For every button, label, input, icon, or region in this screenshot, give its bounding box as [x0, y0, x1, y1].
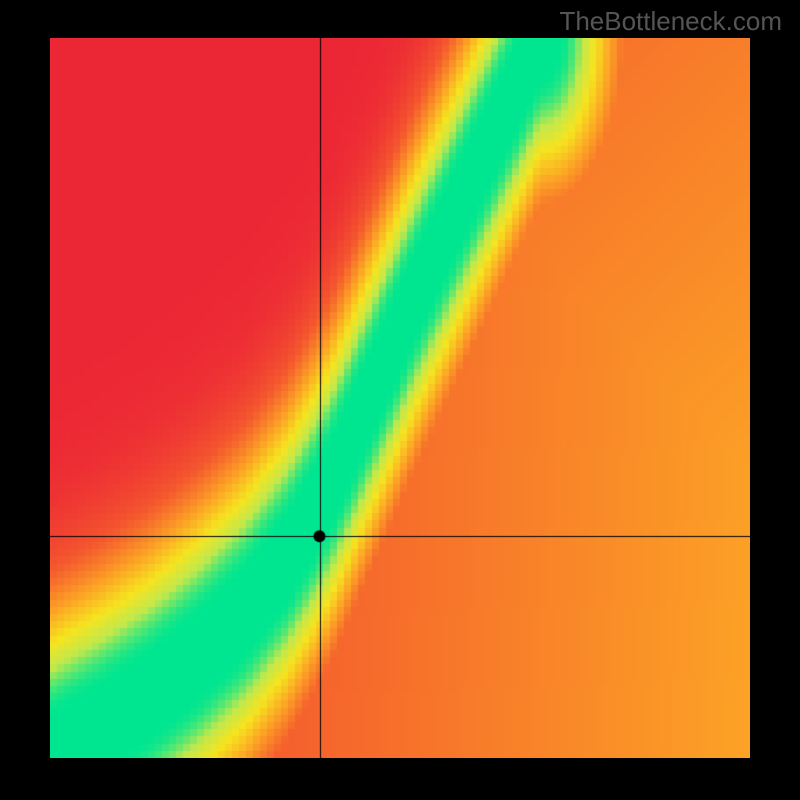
heatmap-canvas [50, 38, 750, 758]
watermark-text: TheBottleneck.com [559, 6, 782, 37]
figure-root: TheBottleneck.com [0, 0, 800, 800]
